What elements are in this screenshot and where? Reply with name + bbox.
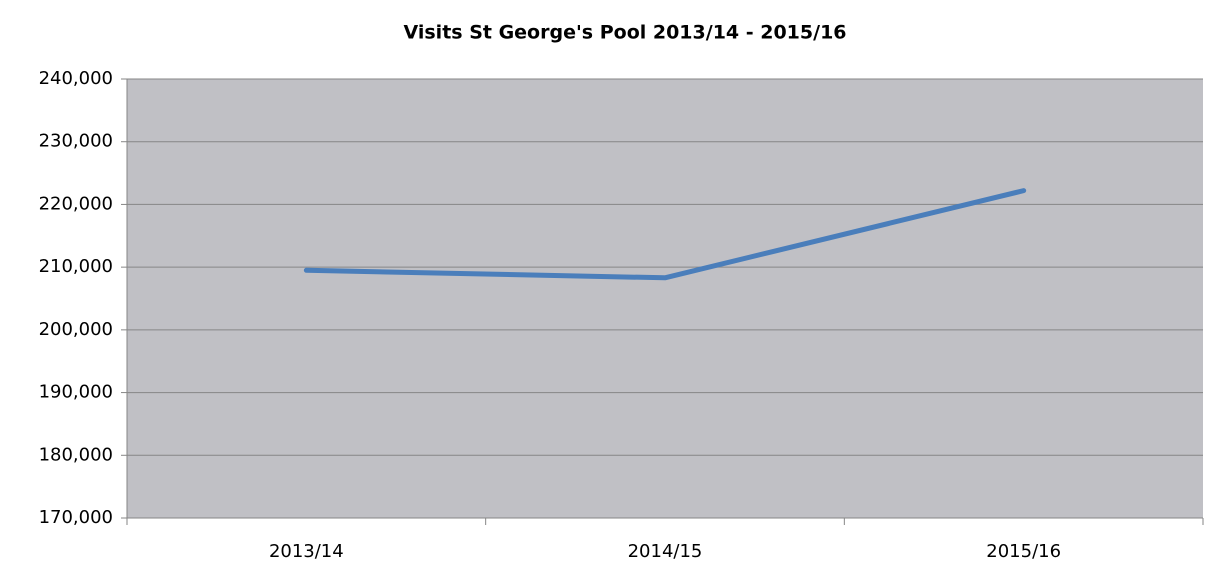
x-tick-label: 2015/16 (986, 541, 1061, 562)
x-tick-label: 2013/14 (269, 541, 344, 562)
plot-area (127, 79, 1203, 518)
y-tick-label: 240,000 (39, 68, 113, 89)
y-tick-label: 180,000 (39, 444, 113, 465)
y-tick-label: 200,000 (39, 319, 113, 340)
y-tick-label: 220,000 (39, 193, 113, 214)
y-tick-label: 230,000 (39, 131, 113, 152)
series-line (303, 188, 1027, 281)
y-tick-label: 170,000 (39, 507, 113, 528)
x-tick-label: 2014/15 (628, 541, 703, 562)
y-tick-label: 190,000 (39, 382, 113, 403)
y-tick-label: 210,000 (39, 256, 113, 277)
chart-title: Visits St George's Pool 2013/14 - 2015/1… (403, 22, 846, 44)
